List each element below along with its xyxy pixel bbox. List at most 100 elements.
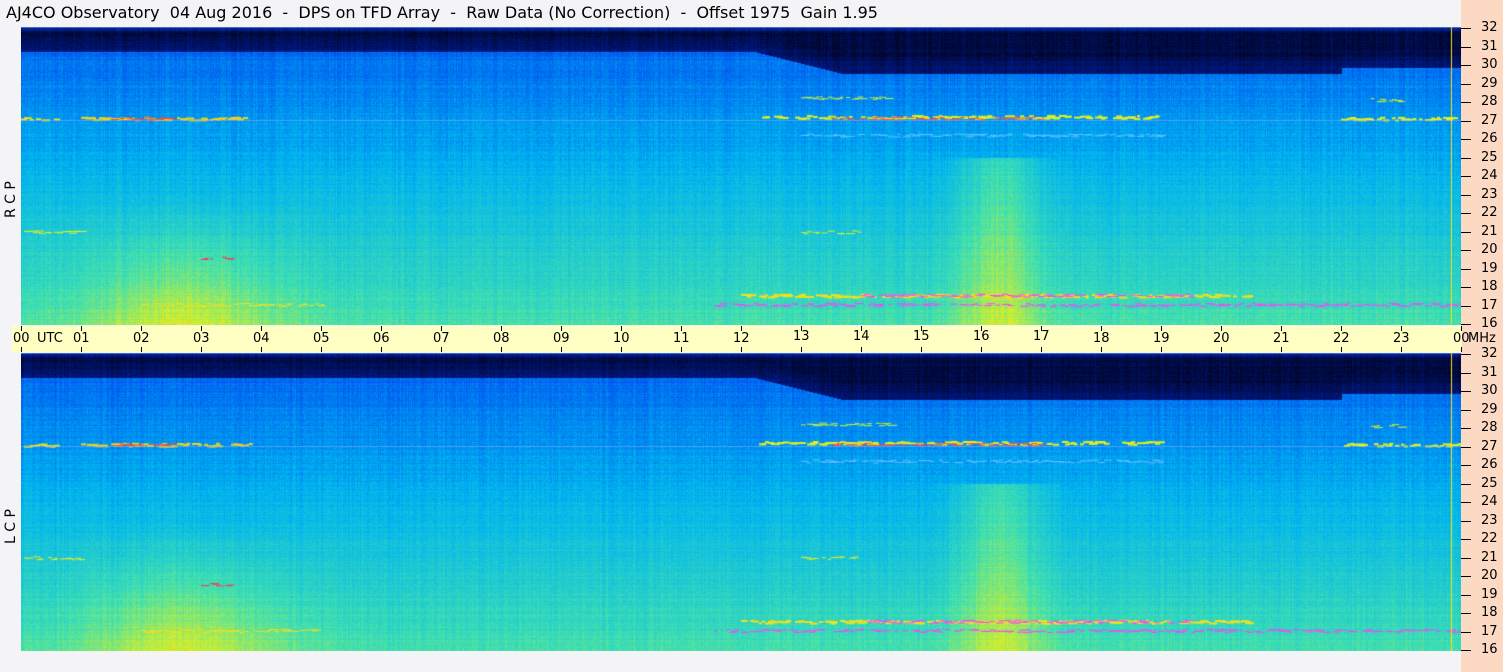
lcp-spectrogram xyxy=(21,353,1461,651)
frequency-tick-label: 29 xyxy=(1481,401,1498,417)
time-tick-label: 15 xyxy=(913,329,930,344)
time-tick-label: 20 xyxy=(1213,331,1230,346)
frequency-tick xyxy=(1461,213,1471,214)
frequency-tick xyxy=(1461,465,1471,466)
frequency-tick xyxy=(1461,428,1471,429)
frequency-tick-label: 30 xyxy=(1481,383,1498,398)
frequency-tick xyxy=(1461,250,1471,251)
time-tick xyxy=(1341,326,1342,331)
time-tick xyxy=(1041,347,1042,352)
frequency-tick-label: 24 xyxy=(1481,494,1498,509)
frequency-tick-label: 31 xyxy=(1481,364,1498,380)
frequency-tick-label: 19 xyxy=(1481,586,1498,602)
time-tick-label: 01 xyxy=(73,331,90,346)
time-tick-label: 07 xyxy=(433,331,450,346)
frequency-tick-label: 24 xyxy=(1481,168,1498,183)
time-tick-label: 03 xyxy=(193,331,210,346)
time-tick xyxy=(1281,326,1282,331)
time-unit-label: UTC xyxy=(37,331,63,346)
frequency-tick-label: 31 xyxy=(1481,38,1498,54)
time-tick xyxy=(441,326,442,331)
time-tick-label: 12 xyxy=(733,331,750,346)
frequency-tick-label: 19 xyxy=(1481,260,1498,276)
time-tick xyxy=(1461,347,1462,352)
frequency-tick xyxy=(1461,65,1471,66)
frequency-tick-label: 22 xyxy=(1481,531,1498,546)
frequency-tick xyxy=(1461,28,1471,29)
frequency-tick-label: 16 xyxy=(1481,642,1498,657)
frequency-tick xyxy=(1461,613,1471,614)
frequency-tick xyxy=(1461,576,1471,577)
frequency-tick xyxy=(1461,176,1471,177)
frequency-tick xyxy=(1461,354,1471,355)
frequency-tick-label: 21 xyxy=(1481,549,1498,565)
time-tick xyxy=(381,326,382,331)
time-tick-label: 17 xyxy=(1033,329,1050,344)
frequency-tick xyxy=(1461,231,1471,233)
time-tick xyxy=(441,347,442,352)
frequency-tick xyxy=(1461,287,1471,288)
chart-title: AJ4CO Observatory 04 Aug 2016 - DPS on T… xyxy=(6,3,878,22)
frequency-axis xyxy=(1461,0,1503,672)
frequency-tick-label: 23 xyxy=(1481,186,1498,202)
time-tick xyxy=(1221,347,1222,352)
frequency-tick xyxy=(1461,594,1471,596)
frequency-unit-label: MHz xyxy=(1468,331,1496,346)
lcp-label: L C P xyxy=(3,509,19,544)
time-tick xyxy=(321,326,322,331)
frequency-tick xyxy=(1461,409,1471,411)
time-tick xyxy=(1461,326,1462,331)
frequency-tick-label: 20 xyxy=(1481,568,1498,583)
time-tick xyxy=(201,347,202,352)
time-tick xyxy=(1401,326,1402,331)
frequency-tick-label: 22 xyxy=(1481,205,1498,220)
time-tick-label: 11 xyxy=(673,331,690,346)
frequency-tick-label: 30 xyxy=(1481,57,1498,72)
frequency-tick xyxy=(1461,631,1471,633)
time-axis xyxy=(12,326,1462,352)
time-tick xyxy=(561,347,562,352)
time-tick-label: 14 xyxy=(853,329,870,344)
frequency-tick-label: 27 xyxy=(1481,112,1498,128)
time-tick xyxy=(801,347,802,352)
time-tick xyxy=(261,347,262,352)
time-tick xyxy=(1161,347,1162,352)
frequency-tick xyxy=(1461,650,1471,651)
time-tick-label: 00 xyxy=(13,331,30,346)
frequency-tick xyxy=(1461,502,1471,503)
time-tick xyxy=(1101,326,1102,331)
time-tick-label: 04 xyxy=(253,331,270,346)
time-tick xyxy=(81,326,82,331)
frequency-tick-label: 28 xyxy=(1481,420,1498,435)
frequency-tick-label: 18 xyxy=(1481,279,1498,294)
time-tick xyxy=(861,347,862,352)
time-tick-label: 21 xyxy=(1273,331,1290,346)
time-tick xyxy=(201,326,202,331)
frequency-tick-label: 32 xyxy=(1481,346,1498,361)
time-tick xyxy=(1401,347,1402,352)
frequency-tick-label: 32 xyxy=(1481,20,1498,35)
frequency-tick-label: 23 xyxy=(1481,512,1498,528)
rcp-spectrogram xyxy=(21,27,1461,325)
time-tick xyxy=(1281,347,1282,352)
frequency-tick xyxy=(1461,391,1471,392)
time-tick xyxy=(621,347,622,352)
time-tick xyxy=(561,326,562,331)
frequency-tick-label: 26 xyxy=(1481,131,1498,146)
frequency-tick xyxy=(1461,372,1471,374)
time-tick xyxy=(861,326,862,331)
time-tick xyxy=(741,347,742,352)
time-tick-label: 16 xyxy=(973,329,990,344)
time-tick xyxy=(1341,347,1342,352)
frequency-tick xyxy=(1461,120,1471,122)
time-tick xyxy=(81,347,82,352)
frequency-tick-label: 17 xyxy=(1481,623,1498,639)
rcp-label: R C P xyxy=(3,181,19,218)
time-tick xyxy=(681,326,682,331)
time-tick xyxy=(1221,326,1222,331)
frequency-tick xyxy=(1461,157,1471,159)
frequency-tick xyxy=(1461,102,1471,103)
time-tick xyxy=(981,326,982,331)
frequency-tick xyxy=(1461,194,1471,196)
time-tick-label: 18 xyxy=(1093,331,1110,346)
